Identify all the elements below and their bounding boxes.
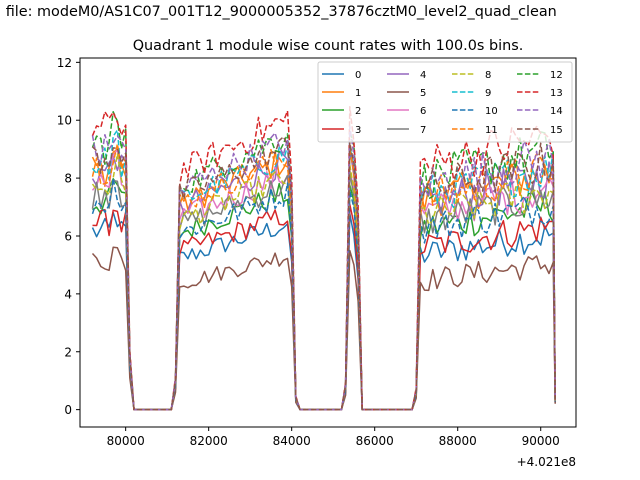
y-tick-label: 4: [64, 287, 72, 301]
chart-suptitle: n file: modeM0/AS1C07_001T12_9000005352_…: [0, 4, 557, 20]
legend-label-7: 7: [420, 125, 426, 136]
y-tick-label: 2: [64, 345, 72, 359]
legend-label-11: 11: [485, 125, 498, 136]
x-axis: 80000 82000 84000 86000 88000 90000: [107, 427, 560, 448]
x-tick-label: 88000: [439, 434, 477, 448]
legend-label-0: 0: [355, 70, 361, 81]
legend-label-2: 2: [355, 106, 361, 117]
x-tick-label: 90000: [522, 434, 560, 448]
legend-label-9: 9: [485, 88, 491, 99]
x-tick-label: 82000: [190, 434, 228, 448]
legend-label-6: 6: [420, 106, 426, 117]
y-tick-label: 10: [57, 114, 72, 128]
x-tick-label: 84000: [273, 434, 311, 448]
legend-label-1: 1: [355, 88, 361, 99]
y-tick-label: 12: [57, 56, 72, 70]
y-tick-label: 0: [64, 403, 72, 417]
legend-label-13: 13: [550, 88, 563, 99]
chart-title: Quadrant 1 module wise count rates with …: [133, 38, 524, 54]
series-line-15: [91, 136, 556, 411]
plot-frame: [79, 57, 577, 428]
legend-label-8: 8: [485, 70, 491, 81]
x-offset-label: +4.021e8: [517, 455, 576, 469]
legend-label-4: 4: [420, 70, 426, 81]
legend-label-10: 10: [485, 106, 498, 117]
legend-label-14: 14: [550, 106, 563, 117]
y-tick-label: 6: [64, 229, 72, 243]
y-tick-label: 8: [64, 172, 72, 186]
legend-frame: [317, 61, 573, 143]
y-axis: 0 2 4 6 8 10 12: [57, 56, 80, 417]
x-tick-label: 86000: [356, 434, 394, 448]
series-layer: [91, 106, 556, 411]
legend-label-15: 15: [550, 125, 563, 136]
legend-label-5: 5: [420, 88, 426, 99]
x-tick-label: 80000: [107, 434, 145, 448]
legend-label-12: 12: [550, 70, 563, 81]
legend-label-3: 3: [355, 125, 361, 136]
